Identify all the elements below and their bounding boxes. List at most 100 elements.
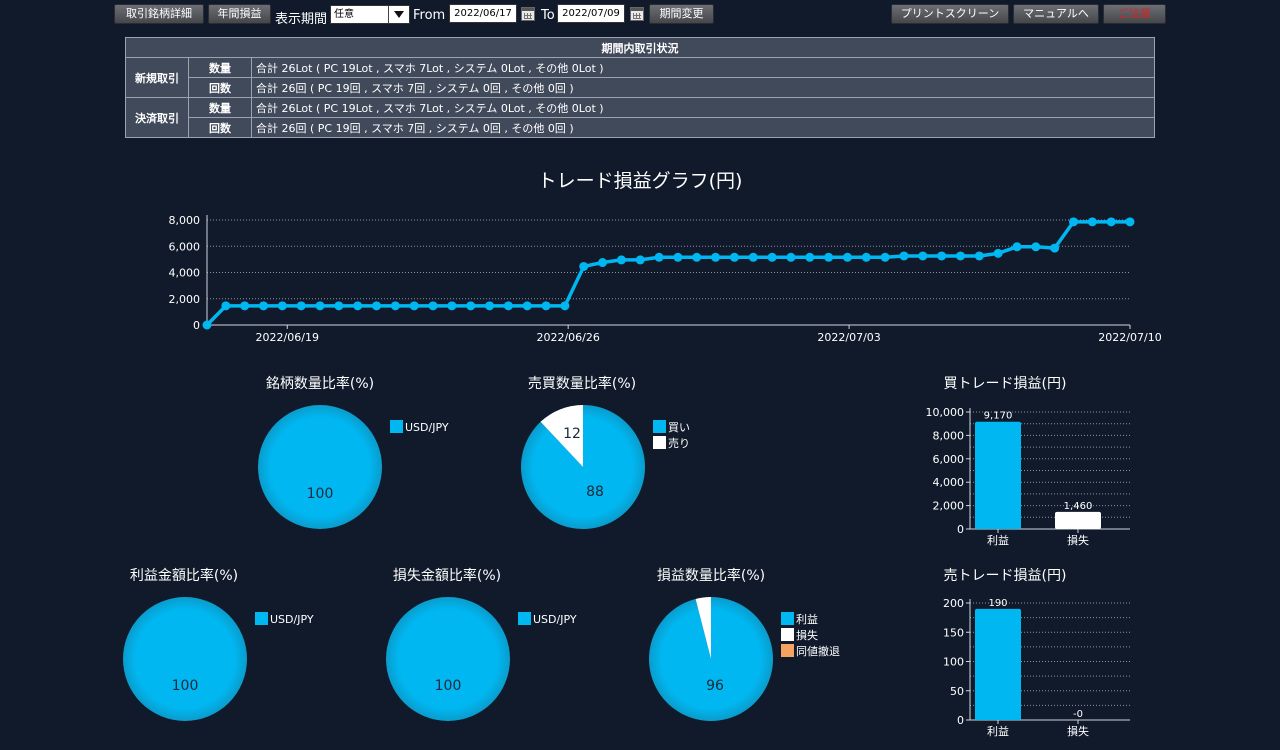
pl-point xyxy=(918,251,928,261)
pl-point xyxy=(409,301,419,311)
pl-point xyxy=(616,255,626,265)
pl-point xyxy=(541,301,551,311)
pie-slice xyxy=(258,405,382,529)
y-tick-label: 0 xyxy=(957,523,964,536)
period-select[interactable]: 任意 xyxy=(330,5,410,24)
legend-label: 損失 xyxy=(796,628,818,642)
bar-value-label: 1,460 xyxy=(1064,501,1093,512)
y-tick-label: 8,000 xyxy=(933,429,965,442)
manual-button[interactable]: マニュアルへ xyxy=(1013,4,1099,24)
loss-amount-ratio-title: 損失金額比率(%) xyxy=(392,568,502,584)
legend-label: 売り xyxy=(668,437,690,450)
x-tick-label: 利益 xyxy=(987,533,1009,547)
pl-point xyxy=(842,252,852,262)
pl-point xyxy=(767,252,777,262)
pie-value-label: 96 xyxy=(706,678,724,694)
bar-value-label: 9,170 xyxy=(984,411,1013,422)
sell-trade-pl-bar-chart: 0 50 100 150 200 190 利益 -0 損失 xyxy=(943,597,1130,738)
buy-trade-pl-title: 買トレード損益(円) xyxy=(943,376,1067,392)
pl-point xyxy=(1087,217,1097,227)
y-tick-label: 6,000 xyxy=(933,453,965,466)
trade-summary-table: 期間内取引状況 新規取引 数量 合計 26Lot ( PC 19Lot , スマ… xyxy=(125,37,1155,138)
bar-value-label: 190 xyxy=(988,598,1007,609)
pie-slice xyxy=(123,597,247,721)
y-tick-label: 2,000 xyxy=(933,500,965,513)
legend-swatch xyxy=(781,644,794,657)
sell-trade-pl-title: 売トレード損益(円) xyxy=(943,568,1067,584)
legend-swatch xyxy=(781,628,794,641)
bar xyxy=(1055,511,1101,529)
pl-point xyxy=(315,301,325,311)
pl-qty-ratio-title: 損益数量比率(%) xyxy=(656,568,766,584)
pie-value-label: 100 xyxy=(172,678,199,694)
calendar-icon[interactable] xyxy=(521,7,535,21)
pl-point xyxy=(503,301,513,311)
profit-amount-pie: 100 USD/JPY xyxy=(123,597,314,721)
pl-point xyxy=(485,301,495,311)
from-label: From xyxy=(413,8,446,23)
change-period-button[interactable]: 期間変更 xyxy=(649,4,714,24)
chevron-down-icon[interactable] xyxy=(388,6,409,23)
summary-kind: 回数 xyxy=(188,117,252,138)
pl-point xyxy=(805,252,815,262)
pl-point xyxy=(277,301,287,311)
buy-trade-pl-bar-chart: 0 2,000 4,000 6,000 8,000 10,000 9,170 利益 1,460 損… xyxy=(926,406,1130,547)
y-tick-label: 50 xyxy=(950,685,964,698)
summary-group-new: 新規取引 xyxy=(125,57,189,98)
pl-point xyxy=(711,252,721,262)
pie-slice xyxy=(540,405,583,467)
y-tick-label: 200 xyxy=(943,597,964,610)
print-screen-button[interactable]: プリントスクリーン xyxy=(891,4,1009,24)
pl-point xyxy=(1031,242,1041,252)
pl-point xyxy=(861,252,871,262)
pl-point xyxy=(466,301,476,311)
x-tick-label: 2022/06/19 xyxy=(256,331,319,344)
from-date-input[interactable]: 2022/06/17 xyxy=(449,4,517,23)
pl-point xyxy=(748,252,758,262)
legend-label: 利益 xyxy=(796,612,818,626)
pl-point xyxy=(296,301,306,311)
legend-label: 買い xyxy=(668,421,690,434)
y-tick-label: 150 xyxy=(943,626,964,639)
calendar-icon[interactable] xyxy=(630,7,644,21)
pl-point xyxy=(1050,243,1060,253)
symbol-qty-ratio-title: 銘柄数量比率(%) xyxy=(265,376,375,392)
pie-value-label: 12 xyxy=(563,426,581,442)
x-tick-label: 2022/07/10 xyxy=(1098,331,1161,344)
pl-point xyxy=(1125,217,1135,227)
trade-detail-button[interactable]: 取引銘柄詳細 xyxy=(114,4,204,24)
to-date-input[interactable]: 2022/07/09 xyxy=(557,4,625,23)
x-tick-label: 損失 xyxy=(1067,724,1089,738)
pl-point xyxy=(1106,217,1116,227)
to-label: To xyxy=(541,8,555,23)
x-tick-label: 2022/07/03 xyxy=(817,331,880,344)
notice-button[interactable]: ご注意 xyxy=(1103,4,1166,24)
y-tick-label: 4,000 xyxy=(933,476,965,489)
pl-point xyxy=(447,301,457,311)
pl-point xyxy=(824,252,834,262)
pie-value-label: 88 xyxy=(586,484,604,500)
pl-chart-title: トレード損益グラフ(円) xyxy=(537,170,743,192)
pl-point xyxy=(221,301,231,311)
pl-line-chart: 0 2,000 4,000 6,000 8,000 2022/06/19 2022/06/2… xyxy=(169,214,1162,344)
pl-point xyxy=(428,301,438,311)
x-tick-label: 損失 xyxy=(1067,533,1089,547)
annual-pl-button[interactable]: 年間損益 xyxy=(208,4,271,24)
summary-value: 合計 26Lot ( PC 19Lot , スマホ 7Lot , システム 0L… xyxy=(251,97,1155,118)
legend-swatch xyxy=(255,612,268,625)
legend-swatch xyxy=(781,612,794,625)
summary-group-close: 決済取引 xyxy=(125,97,189,138)
bar xyxy=(975,421,1021,529)
pl-point xyxy=(974,251,984,261)
summary-value: 合計 26回 ( PC 19回 , スマホ 7回 , システム 0回 , その他… xyxy=(251,117,1155,138)
legend-swatch xyxy=(390,420,403,433)
bar-value-label: -0 xyxy=(1073,709,1083,720)
pie-slice xyxy=(386,597,510,721)
period-select-value: 任意 xyxy=(334,9,354,20)
y-tick-label: 8,000 xyxy=(169,214,201,227)
pl-point xyxy=(390,301,400,311)
pl-point xyxy=(654,252,664,262)
y-tick-label: 0 xyxy=(957,714,964,727)
pl-point xyxy=(598,258,608,268)
